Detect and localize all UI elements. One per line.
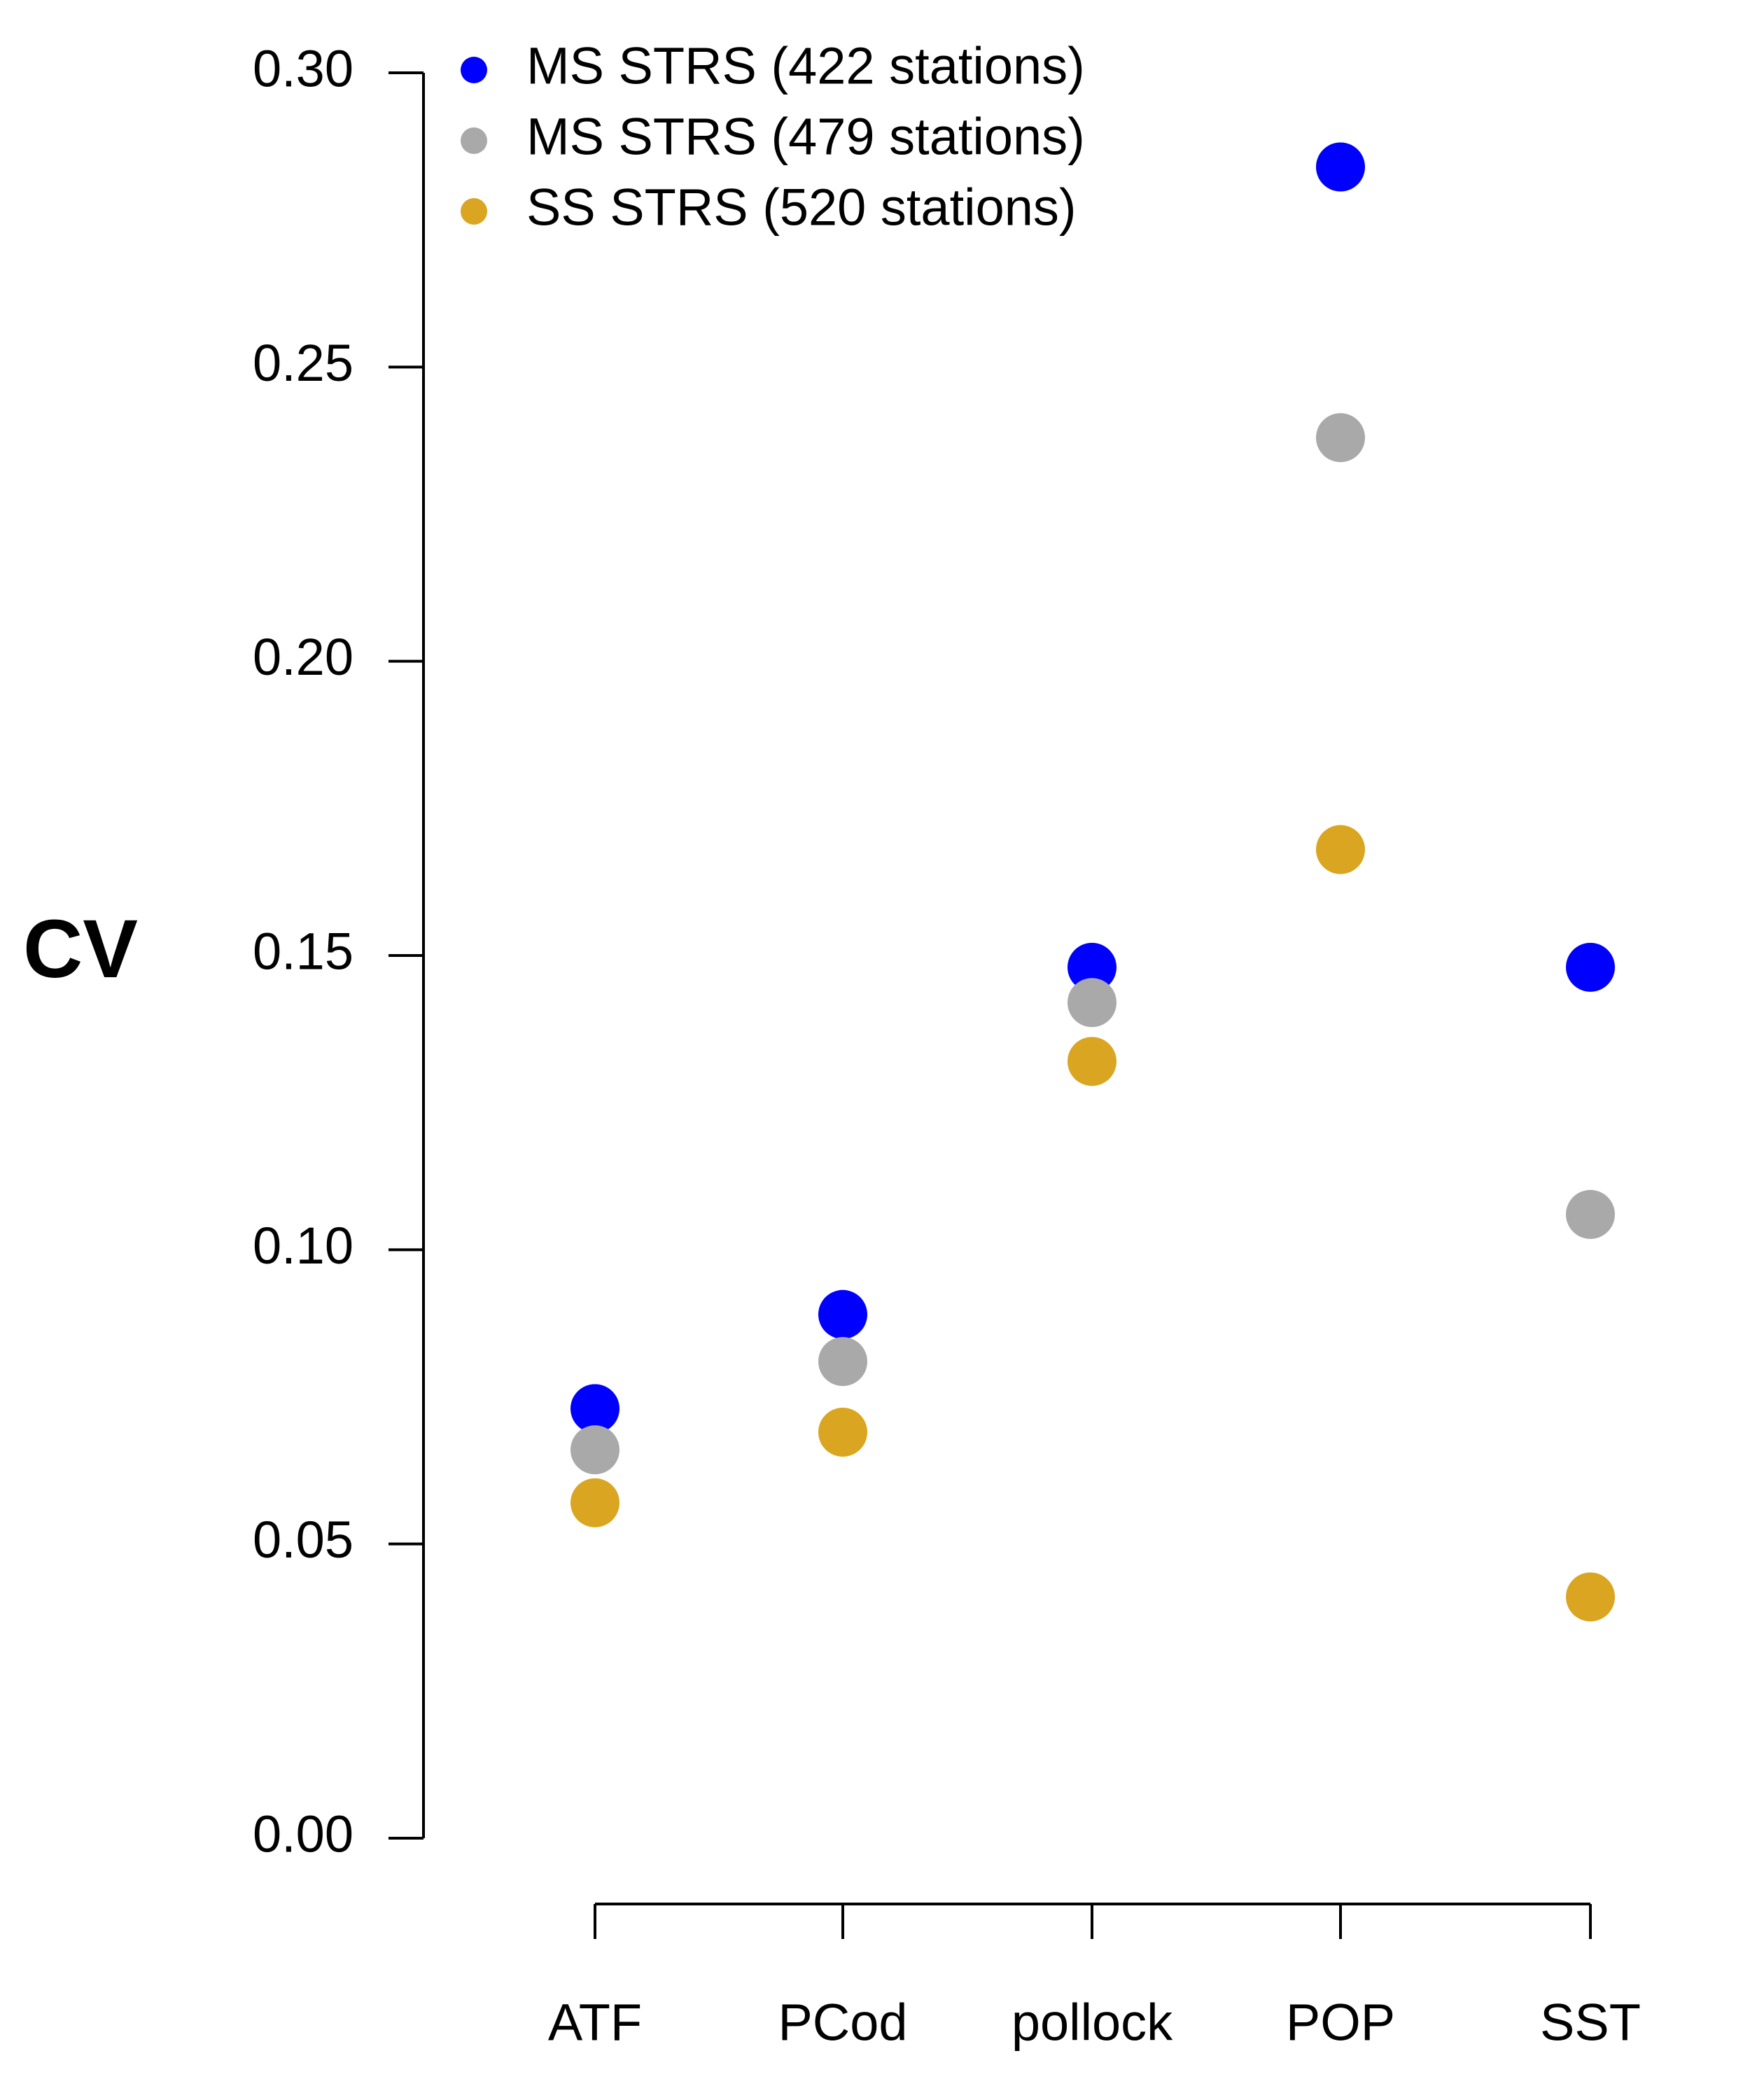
legend-label: SS STRS (520 stations) bbox=[526, 178, 1077, 237]
y-tick-label: 0.15 bbox=[253, 923, 354, 981]
point-series-1-pollock bbox=[1068, 942, 1116, 992]
x-tick-label: POP bbox=[1286, 1994, 1395, 2052]
point-series-1-ATF bbox=[570, 1384, 620, 1434]
point-series-2-pollock bbox=[1068, 978, 1116, 1028]
legend-label: MS STRS (479 stations) bbox=[526, 108, 1085, 166]
y-axis-label: CV bbox=[23, 903, 138, 995]
point-series-2-POP bbox=[1316, 413, 1365, 463]
data-points bbox=[570, 142, 1615, 1622]
y-tick-label: 0.00 bbox=[253, 1805, 354, 1863]
y-tick-label: 0.05 bbox=[253, 1511, 354, 1569]
y-tick-label: 0.25 bbox=[253, 334, 354, 392]
point-series-3-SST bbox=[1566, 1572, 1615, 1622]
point-series-2-SST bbox=[1566, 1189, 1615, 1239]
legend: MS STRS (422 stations) MS STRS (479 stati… bbox=[461, 37, 1085, 237]
x-tick-label: PCod bbox=[778, 1994, 907, 2052]
x-tick-label: pollock bbox=[1011, 1994, 1173, 2052]
point-series-2-ATF bbox=[570, 1425, 620, 1475]
point-series-3-ATF bbox=[570, 1478, 620, 1527]
point-series-1-POP bbox=[1316, 142, 1365, 192]
point-series-3-PCod bbox=[818, 1407, 867, 1457]
x-tick-label: SST bbox=[1540, 1994, 1641, 2052]
x-tick-label: ATF bbox=[548, 1994, 642, 2052]
legend-marker bbox=[461, 127, 487, 154]
y-axis: 0.00 0.05 0.10 0.15 0.20 0.25 0.30 bbox=[253, 40, 425, 1863]
legend-marker bbox=[461, 57, 487, 83]
legend-marker bbox=[461, 198, 487, 225]
point-series-3-pollock bbox=[1068, 1037, 1116, 1086]
y-tick-label: 0.30 bbox=[253, 40, 354, 98]
point-series-3-POP bbox=[1316, 825, 1365, 874]
legend-label: MS STRS (422 stations) bbox=[526, 37, 1085, 95]
x-axis: ATF PCod pollock POP SST bbox=[548, 1903, 1641, 2052]
y-tick-label: 0.10 bbox=[253, 1217, 354, 1275]
point-series-2-PCod bbox=[818, 1337, 867, 1387]
y-tick-label: 0.20 bbox=[253, 628, 354, 686]
point-series-1-SST bbox=[1566, 942, 1615, 992]
point-series-1-PCod bbox=[818, 1289, 867, 1339]
